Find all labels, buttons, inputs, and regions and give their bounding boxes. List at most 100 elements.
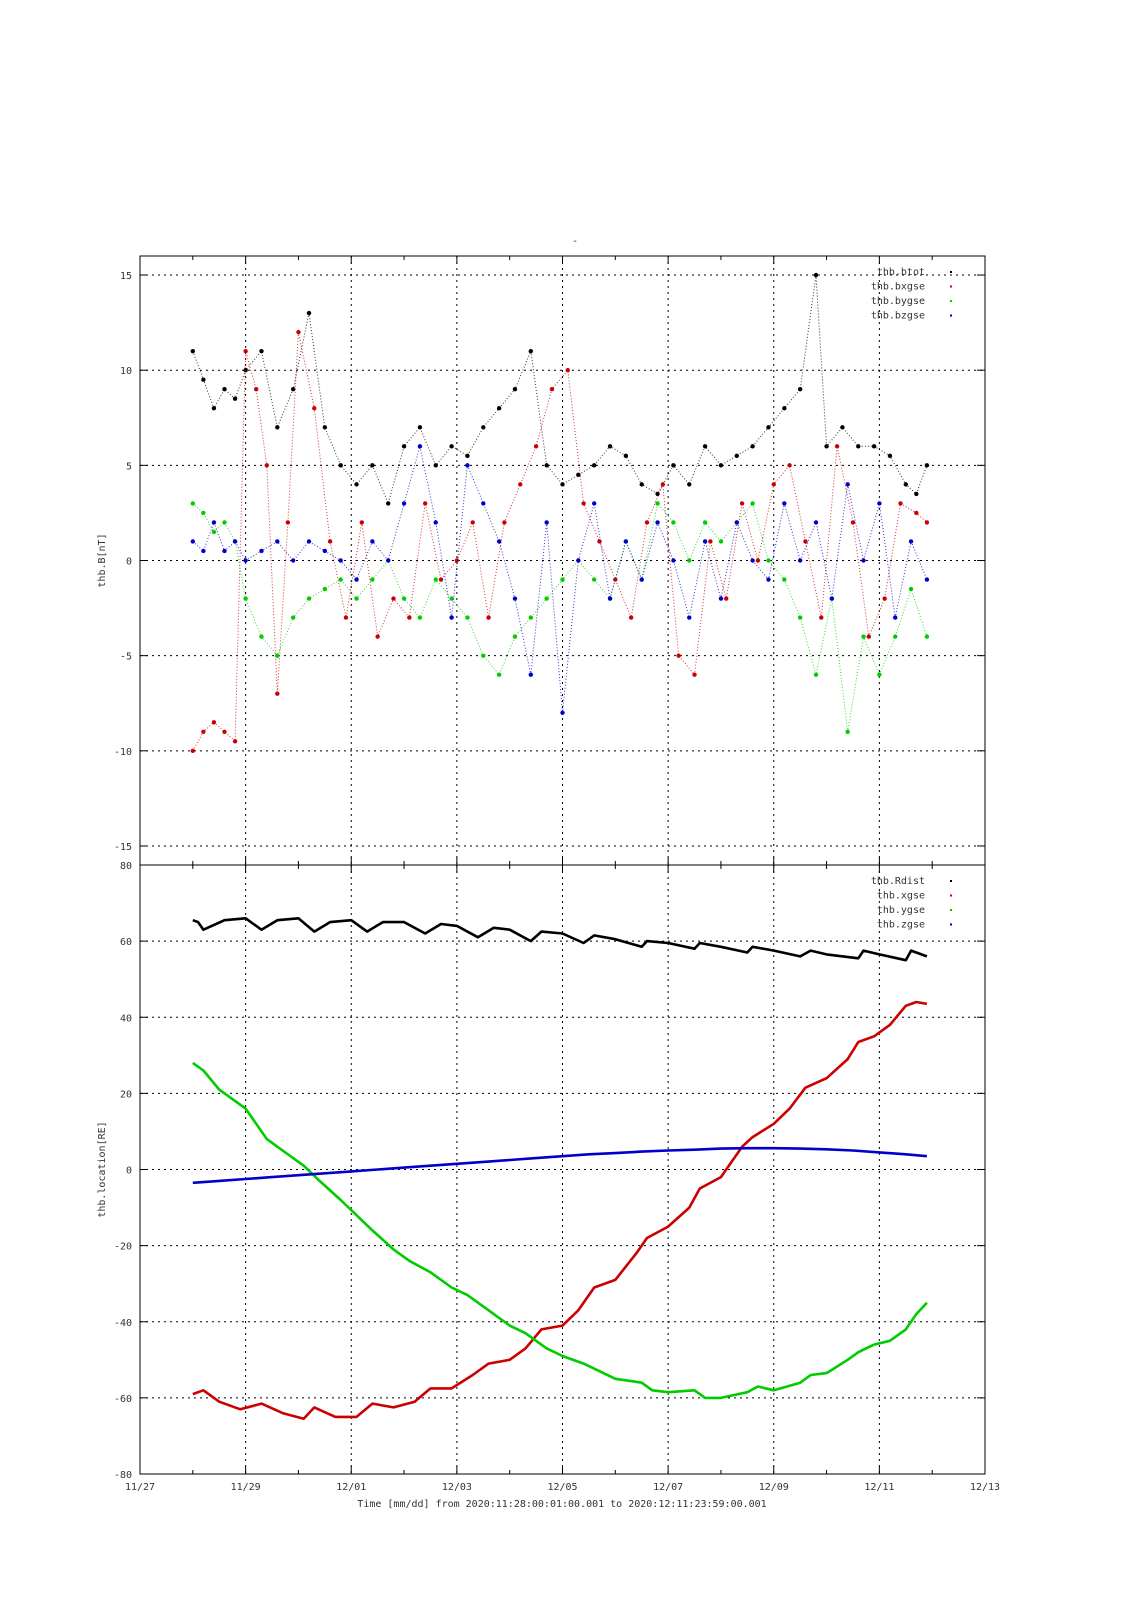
data-point bbox=[898, 501, 903, 506]
legend-label: thb.bxgse bbox=[871, 282, 925, 293]
x-tick-label: 12/09 bbox=[759, 1482, 789, 1493]
data-point bbox=[739, 501, 745, 506]
data-point bbox=[834, 444, 840, 449]
data-point bbox=[702, 444, 708, 449]
data-point bbox=[481, 501, 486, 506]
y-tick-label: 15 bbox=[120, 271, 132, 282]
data-point bbox=[829, 596, 835, 601]
data-point bbox=[338, 463, 343, 468]
data-point bbox=[407, 615, 412, 620]
legend-label: thb.btot bbox=[877, 267, 925, 278]
y-tick-label: -5 bbox=[120, 652, 132, 663]
data-point bbox=[354, 482, 359, 487]
data-point bbox=[755, 558, 761, 563]
legend-label: thb.bzgse bbox=[871, 311, 925, 322]
figure-title: - bbox=[572, 236, 578, 247]
data-point bbox=[734, 453, 739, 459]
y-tick-label: -40 bbox=[114, 1318, 132, 1329]
data-point bbox=[607, 596, 613, 601]
data-point bbox=[893, 634, 898, 639]
data-point bbox=[222, 729, 227, 734]
data-point bbox=[914, 491, 919, 497]
data-point bbox=[322, 425, 328, 430]
x-tick-labels: 11/27 11/29 12/01 12/03 12/05 12/07 12/09 12/11… bbox=[125, 1482, 1000, 1493]
series-line-thb-zgse bbox=[192, 1146, 928, 1185]
data-point bbox=[285, 520, 291, 525]
data-point bbox=[750, 558, 755, 563]
legend-swatch bbox=[950, 909, 952, 911]
series-trace bbox=[192, 446, 928, 713]
data-point bbox=[924, 634, 930, 639]
data-point bbox=[470, 520, 475, 525]
y-tick-label: -10 bbox=[114, 747, 132, 758]
data-point bbox=[275, 653, 280, 658]
legend-swatch bbox=[950, 923, 952, 926]
legend-label: thb.Rdist bbox=[871, 876, 925, 887]
legend-label: thb.xgse bbox=[877, 891, 925, 902]
legend-label: thb.zgse bbox=[877, 920, 925, 931]
legend-label: thb.ygse bbox=[877, 905, 925, 916]
y-tick-label: -80 bbox=[114, 1470, 132, 1481]
grid bbox=[140, 256, 985, 865]
y-tick-label: 0 bbox=[126, 557, 132, 568]
plot-area bbox=[192, 916, 928, 1421]
series-trace bbox=[192, 274, 928, 505]
y-tick-label: -20 bbox=[114, 1242, 132, 1253]
series-trace bbox=[192, 502, 928, 732]
x-tick-label: 11/29 bbox=[231, 1482, 261, 1493]
data-point bbox=[370, 463, 375, 468]
data-point bbox=[708, 539, 713, 544]
data-point bbox=[660, 482, 666, 487]
data-point bbox=[306, 596, 312, 601]
data-point bbox=[687, 482, 692, 487]
data-point bbox=[232, 739, 238, 744]
y-tick-labels: 80 60 40 20 0 -20 -40 -60 -80 bbox=[114, 861, 986, 1481]
series-trace bbox=[192, 331, 928, 752]
data-point bbox=[433, 520, 438, 525]
legend-swatch bbox=[950, 894, 952, 897]
data-point bbox=[290, 558, 296, 563]
data-point bbox=[533, 444, 539, 449]
series-thb-bxgse bbox=[190, 329, 930, 754]
x-tick-label: 12/13 bbox=[970, 1482, 1000, 1493]
data-point bbox=[850, 520, 856, 525]
data-point bbox=[687, 615, 692, 620]
data-point bbox=[386, 558, 391, 563]
y-axis-title: thb.location[RE] bbox=[97, 1121, 108, 1217]
data-point bbox=[591, 501, 597, 506]
data-point bbox=[211, 520, 217, 525]
data-point bbox=[496, 539, 502, 544]
y-tick-label: -60 bbox=[114, 1394, 132, 1405]
x-tick-label: 12/05 bbox=[547, 1482, 577, 1493]
x-axis-title: Time [mm/dd] from 2020:11:28:00:01:00.00… bbox=[357, 1499, 766, 1510]
data-point bbox=[560, 710, 565, 715]
y-axis-title: thb.B[nT] bbox=[97, 533, 108, 587]
data-point bbox=[644, 520, 650, 525]
data-point bbox=[375, 634, 380, 639]
data-point bbox=[386, 501, 391, 506]
data-point bbox=[724, 596, 729, 601]
legend-swatch bbox=[950, 271, 952, 273]
series-line-thb-Rdist bbox=[192, 916, 928, 962]
data-point bbox=[327, 539, 333, 544]
data-point bbox=[591, 463, 597, 468]
x-tick-label: 12/11 bbox=[864, 1482, 894, 1493]
data-point bbox=[306, 539, 312, 544]
data-point bbox=[628, 615, 634, 620]
data-point bbox=[623, 539, 629, 544]
data-point bbox=[687, 558, 692, 563]
data-point bbox=[518, 482, 523, 487]
data-point bbox=[338, 577, 343, 582]
y-tick-labels: 15 10 5 0 -5 -10 -15 bbox=[114, 256, 986, 865]
data-point bbox=[354, 577, 359, 582]
y-tick-label: 40 bbox=[120, 1013, 132, 1024]
legend-swatch bbox=[950, 880, 952, 882]
data-point bbox=[449, 615, 454, 620]
x-tick-label: 11/27 bbox=[125, 1482, 155, 1493]
data-point bbox=[190, 748, 196, 754]
legend-swatch bbox=[950, 285, 952, 288]
data-point bbox=[803, 539, 808, 544]
x-tick-label: 12/01 bbox=[336, 1482, 366, 1493]
location-panel: 80 60 40 20 0 -20 -40 -60 -80 thb.location[RE] t… bbox=[97, 861, 986, 1481]
data-point bbox=[924, 520, 930, 525]
